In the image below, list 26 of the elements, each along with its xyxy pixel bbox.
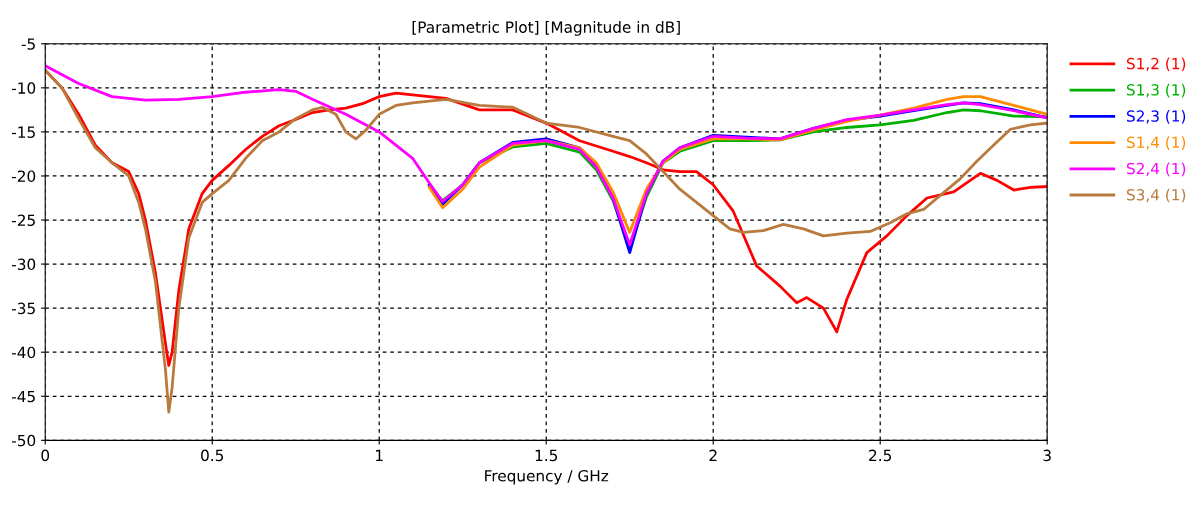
legend-label: S2,4 (1) <box>1126 162 1186 177</box>
legend-label: S1,2 (1) <box>1126 57 1186 72</box>
y-tick-label: -30 <box>11 258 36 271</box>
x-tick-label: 1.5 <box>535 449 558 462</box>
x-tick-label: 3 <box>1043 449 1051 462</box>
y-tick-label: -15 <box>11 126 35 138</box>
x-tick-label: 2.5 <box>869 449 892 462</box>
legend-label: S2,3 (1) <box>1126 110 1186 124</box>
line-series <box>45 64 1048 247</box>
y-tick-label: -50 <box>11 434 36 447</box>
y-tick-label: -40 <box>11 346 36 359</box>
x-tick-label: 1 <box>376 449 383 461</box>
x-tick-label: 0.5 <box>201 449 224 462</box>
chart-title: [Parametric Plot] [Magnitude in dB] <box>412 21 680 36</box>
y-tick-label: -35 <box>11 302 35 315</box>
x-axis-title: Frequency / GHz <box>485 469 609 485</box>
y-tick-label: -10 <box>11 82 36 94</box>
legend-label: S1,4 (1) <box>1126 136 1186 150</box>
y-tick-label: -45 <box>11 390 35 403</box>
y-tick-label: -5 <box>21 38 35 50</box>
x-tick-label: 0 <box>41 449 50 462</box>
legend-label: S3,4 (1) <box>1126 188 1186 203</box>
legend-label: S1,3 (1) <box>1126 83 1186 98</box>
x-tick-label: 2 <box>709 449 717 461</box>
y-tick-label: -20 <box>11 170 36 182</box>
y-tick-label: -25 <box>11 214 35 227</box>
